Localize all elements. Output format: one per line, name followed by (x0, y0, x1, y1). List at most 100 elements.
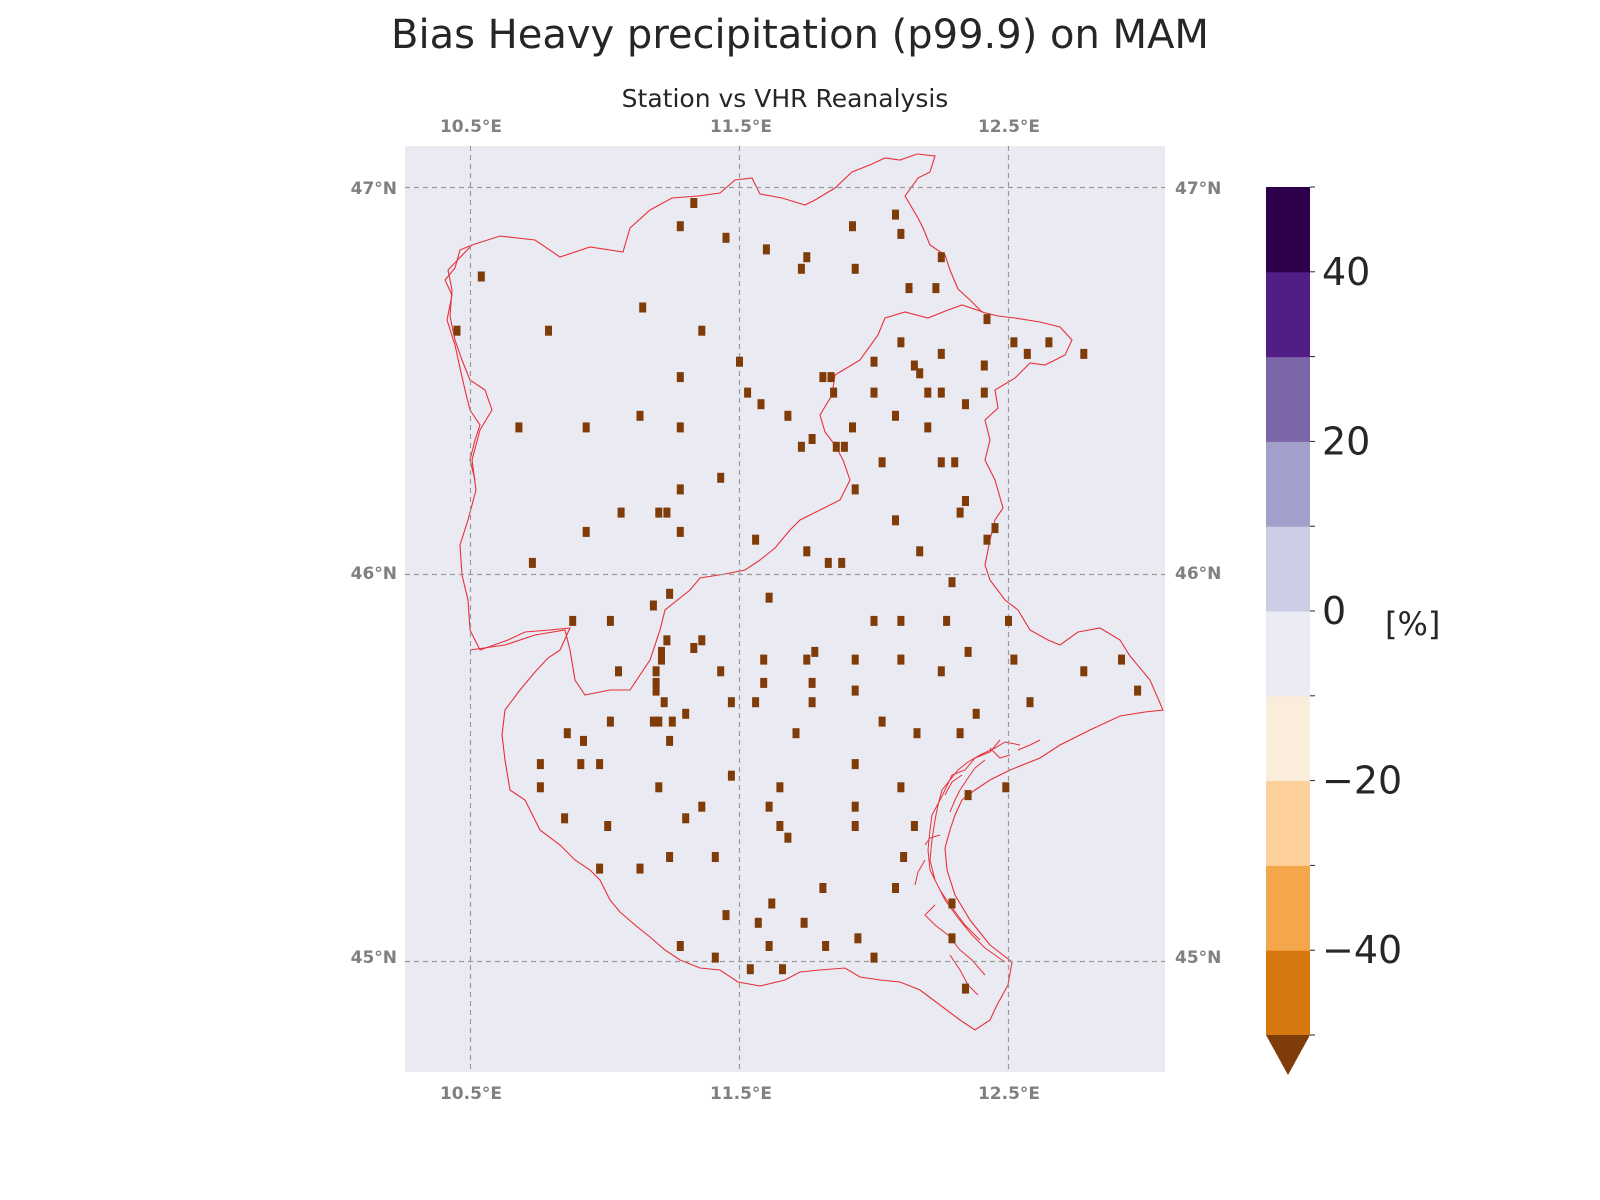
station-marker (682, 708, 690, 719)
longitude-labels-top: 10.5°E 11.5°E 12.5°E (440, 117, 1040, 137)
station-marker (897, 782, 905, 793)
station-marker (983, 314, 991, 325)
station-marker (951, 457, 959, 468)
station-marker (897, 337, 905, 348)
station-marker (1080, 348, 1088, 359)
station-marker (663, 507, 671, 518)
station-marker (1023, 348, 1031, 359)
station-marker (1002, 782, 1010, 793)
station-marker (964, 790, 972, 801)
station-marker (897, 615, 905, 626)
station-marker (615, 666, 622, 677)
station-marker (962, 399, 969, 410)
station-marker (892, 209, 899, 220)
station-marker (797, 441, 805, 452)
station-marker (676, 422, 684, 433)
station-marker (878, 716, 886, 727)
station-marker (515, 422, 523, 433)
station-marker (878, 457, 886, 468)
station-marker (760, 677, 768, 688)
station-marker (819, 372, 827, 383)
station-marker (983, 534, 991, 545)
station-marker (819, 883, 827, 893)
station-marker (698, 801, 706, 812)
lat-tick-label-right: 46°N (1175, 564, 1221, 584)
station-marker (870, 952, 878, 963)
station-marker (792, 728, 800, 739)
station-marker (851, 801, 859, 812)
internal-boundary-north (444, 244, 481, 481)
station-marker (690, 643, 698, 653)
station-marker (722, 232, 730, 243)
station-marker (757, 399, 765, 410)
station-marker (639, 302, 647, 313)
station-marker (690, 198, 698, 208)
colorbar-segment (1266, 526, 1310, 612)
station-marker (964, 646, 972, 657)
colorbar-segment (1266, 780, 1310, 866)
station-marker (717, 666, 725, 677)
station-marker (698, 635, 706, 646)
station-marker (636, 863, 644, 874)
station-marker (956, 507, 964, 518)
station-marker (658, 646, 665, 657)
station-marker (1118, 654, 1125, 665)
station-marker (765, 801, 773, 812)
station-marker (808, 434, 816, 444)
lon-tick-label-top: 11.5°E (710, 117, 772, 137)
station-marker (655, 507, 663, 518)
station-marker (711, 952, 719, 963)
station-markers (453, 198, 1142, 994)
colorbar-tick-labels: 40 20 0 −20 −40 (1322, 250, 1402, 972)
station-marker (666, 588, 674, 599)
station-marker (980, 387, 988, 398)
station-marker (676, 372, 684, 383)
western-province-boundary (447, 153, 1164, 1031)
colorbar-tick-label: 0 (1322, 589, 1346, 633)
station-marker (666, 852, 674, 862)
station-marker (744, 387, 752, 398)
colorbar-segment (1266, 271, 1310, 358)
station-marker (746, 964, 754, 975)
station-marker (910, 821, 918, 831)
station-marker (768, 898, 776, 909)
colorbar-segment (1266, 356, 1310, 442)
station-marker (676, 484, 684, 495)
station-marker (676, 526, 684, 537)
station-marker (717, 472, 725, 483)
lon-tick-label-top: 10.5°E (440, 117, 502, 137)
station-marker (655, 782, 663, 793)
station-marker (682, 813, 690, 824)
colorbar-tick-label: 40 (1322, 250, 1370, 294)
map-background (405, 146, 1165, 1072)
lagoon-coastline (914, 739, 1041, 996)
station-marker (851, 685, 859, 696)
station-marker (803, 654, 811, 665)
lat-tick-label-right: 45°N (1175, 948, 1221, 968)
station-marker (937, 666, 945, 677)
station-marker (596, 863, 604, 874)
station-marker (937, 252, 945, 263)
station-marker (658, 654, 665, 665)
station-marker (916, 368, 924, 379)
station-marker (924, 387, 932, 398)
station-marker (870, 615, 878, 626)
colorbar-tick-label: −40 (1322, 928, 1402, 972)
station-marker (900, 852, 908, 862)
station-marker (1080, 666, 1088, 677)
station-marker (580, 735, 587, 746)
station-marker (606, 615, 614, 626)
station-marker (784, 410, 792, 421)
station-marker (937, 387, 945, 398)
station-marker (943, 615, 951, 626)
station-marker (754, 917, 762, 928)
station-marker (536, 782, 544, 793)
station-marker (797, 263, 805, 274)
station-marker (596, 759, 604, 770)
lat-tick-label-left: 45°N (351, 948, 397, 968)
colorbar (1266, 186, 1315, 1075)
station-marker (1134, 685, 1142, 696)
station-marker (991, 523, 999, 534)
station-marker (851, 263, 859, 274)
station-marker (897, 228, 905, 239)
